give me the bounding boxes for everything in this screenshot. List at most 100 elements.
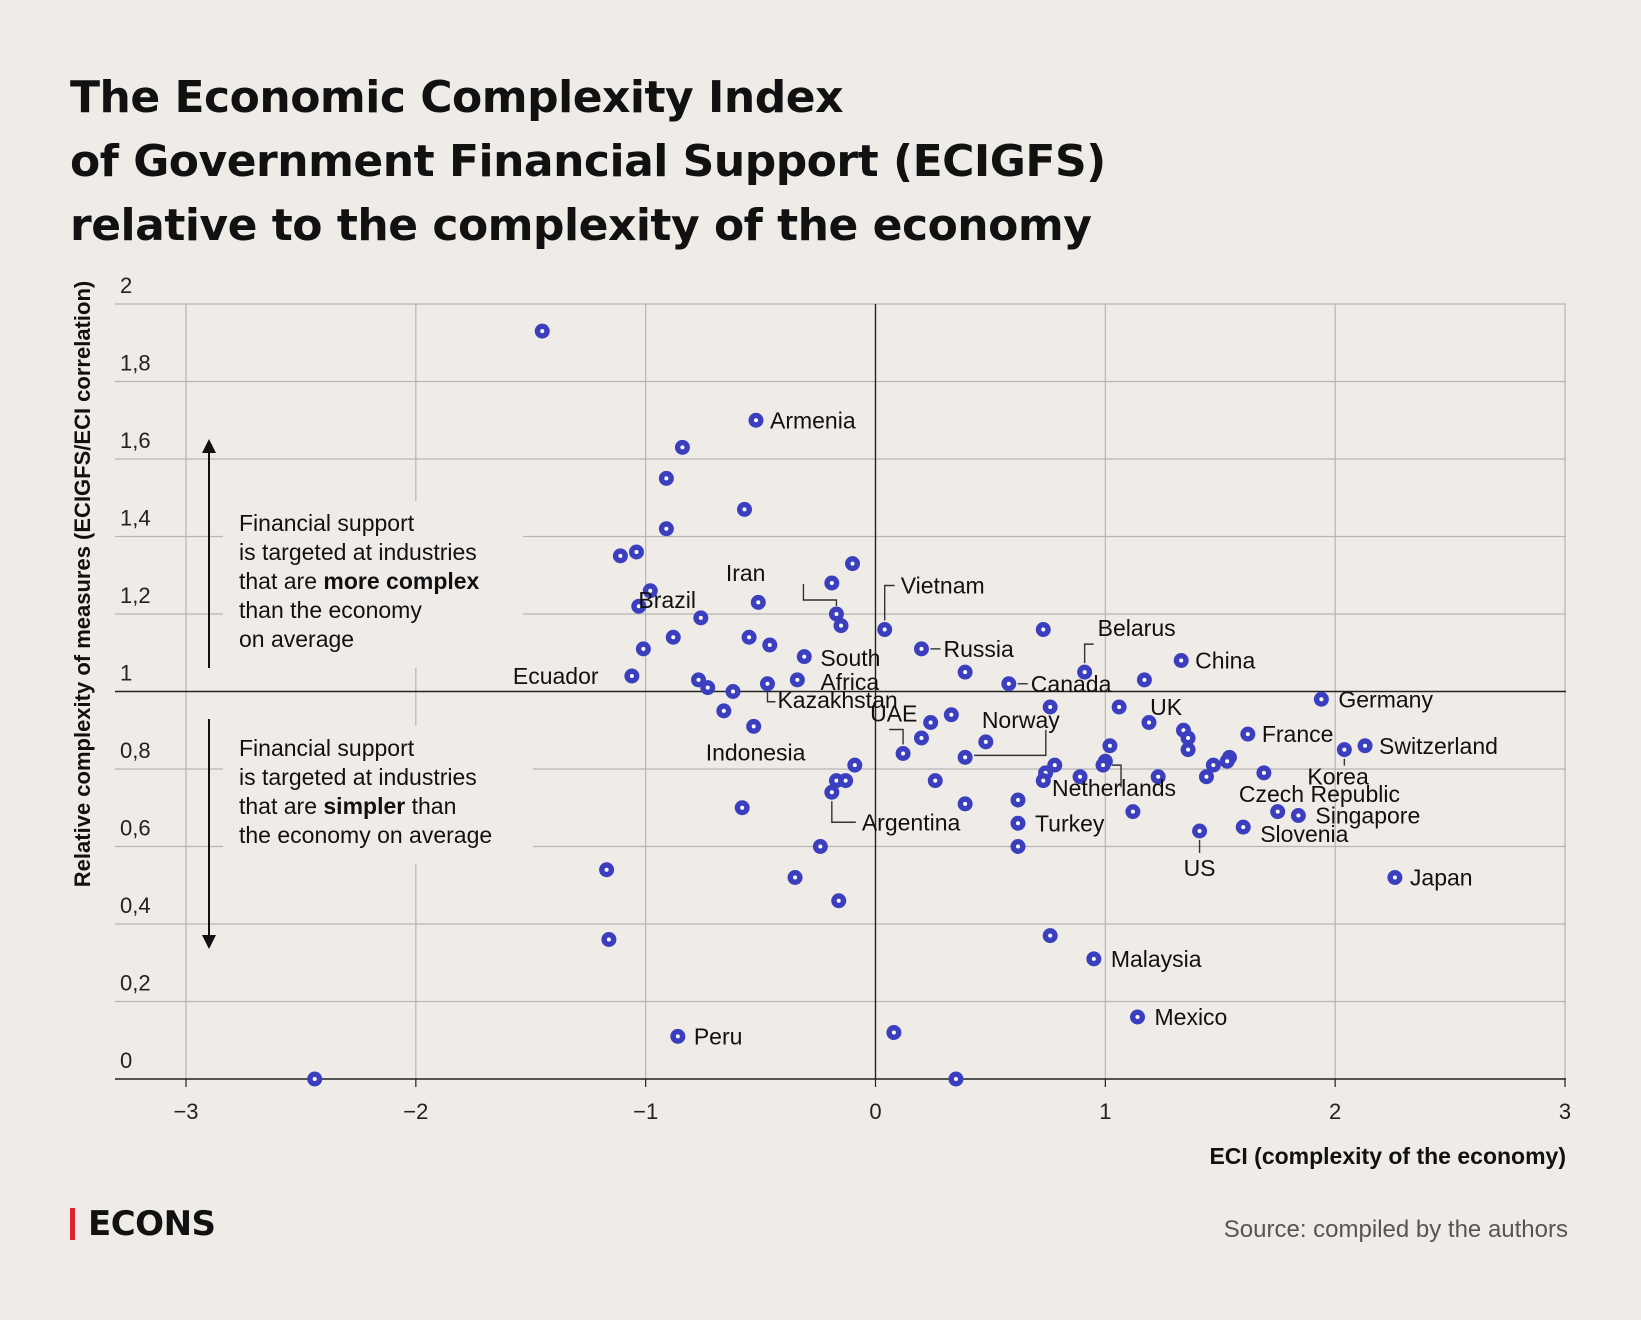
data-point-iran — [824, 575, 840, 591]
point-center — [767, 643, 772, 647]
data-point — [762, 637, 778, 653]
point-center — [1363, 743, 1368, 748]
y-tick-label: 0,8 — [120, 738, 151, 763]
data-point — [534, 323, 550, 339]
title-line-3: relative to the complexity of the econom… — [70, 200, 1092, 251]
point-center — [1015, 844, 1020, 849]
data-point — [307, 1071, 323, 1087]
data-point — [1042, 928, 1058, 944]
data-point-czech-republic — [1256, 765, 1272, 781]
point-center — [901, 751, 906, 756]
data-point — [948, 1071, 964, 1087]
point-center — [1015, 821, 1020, 826]
data-point-ecuador — [624, 668, 640, 684]
data-point — [725, 684, 741, 699]
data-point — [796, 649, 812, 665]
point-center — [629, 674, 634, 678]
data-point — [1205, 757, 1221, 773]
y-tick-label: 2 — [120, 273, 132, 298]
point-center — [795, 677, 800, 682]
data-point-slovenia — [1235, 819, 1251, 835]
point-center — [721, 708, 726, 713]
point-center — [834, 612, 839, 616]
data-point — [1180, 730, 1196, 746]
data-point — [812, 839, 828, 854]
annotation-upper-line: is targeted at industries — [239, 539, 477, 565]
data-point — [1141, 715, 1157, 730]
point-center — [1052, 763, 1057, 768]
data-point — [957, 664, 973, 680]
annotation-upper-line: Financial support — [239, 510, 415, 536]
label-leader-lines — [766, 584, 1346, 853]
point-center — [1130, 809, 1135, 814]
point-center — [696, 677, 701, 682]
point-label-turkey: Turkey — [1035, 810, 1105, 836]
data-point-norway — [978, 734, 994, 750]
point-label-south-africa: South Africa — [820, 645, 880, 695]
point-center — [963, 755, 968, 760]
point-center — [636, 604, 641, 609]
data-point — [1125, 804, 1141, 820]
point-center — [540, 329, 545, 334]
data-point — [658, 470, 674, 486]
data-point — [1035, 773, 1051, 789]
data-point — [665, 629, 681, 645]
data-point-switzerland — [1357, 738, 1373, 754]
point-center — [756, 600, 761, 605]
data-point-russia — [913, 641, 929, 657]
point-label-us: US — [1184, 855, 1216, 881]
point-label-switzerland: Switzerland — [1379, 733, 1498, 759]
point-center — [731, 689, 736, 694]
data-point — [700, 680, 716, 696]
annotations: Financial support is targeted at industri… — [202, 439, 533, 949]
data-point — [913, 730, 929, 746]
point-center — [793, 875, 798, 880]
point-center — [963, 801, 968, 806]
annotation-lower-line: Financial support — [239, 735, 415, 761]
data-point — [658, 521, 674, 537]
source-note: Source: compiled by the authors — [1223, 1216, 1568, 1243]
point-center — [740, 805, 745, 810]
data-point-singapore — [1290, 808, 1306, 823]
point-center — [834, 778, 839, 783]
point-center — [818, 844, 823, 849]
data-point-korea — [1336, 742, 1352, 758]
point-label-canada: Canada — [1031, 671, 1112, 697]
point-center — [1082, 670, 1087, 675]
y-tick-label: 0,2 — [120, 971, 151, 996]
point-center — [882, 627, 887, 632]
title-line-2: of Government Financial Support (ECIGFS) — [70, 136, 1106, 187]
data-point-uk — [1111, 699, 1127, 715]
data-point — [736, 501, 752, 517]
annotation-lower-backdrop — [223, 726, 533, 864]
point-center — [1147, 720, 1152, 725]
y-tick-label: 1,2 — [120, 583, 151, 608]
data-point — [847, 757, 863, 773]
data-point — [741, 629, 757, 645]
x-tick-label: 3 — [1559, 1099, 1571, 1124]
point-label-korea: Korea — [1307, 764, 1369, 790]
data-point — [833, 618, 849, 634]
point-center — [765, 681, 770, 686]
annotation-upper-line: than the economy — [239, 597, 422, 623]
point-center — [1245, 732, 1250, 737]
point-label-ecuador: Ecuador — [513, 663, 599, 689]
annotation-upper-backdrop — [223, 501, 523, 668]
x-axis-label: ECI (complexity of the economy) — [1209, 1143, 1566, 1169]
data-point — [674, 439, 690, 455]
point-center — [675, 1034, 680, 1039]
point-center — [1048, 705, 1053, 709]
title-line-1: The Economic Complexity Index — [70, 72, 843, 123]
point-center — [680, 445, 685, 450]
y-tick-label: 0,6 — [120, 816, 151, 841]
leader-norway — [974, 729, 1047, 757]
data-point — [716, 703, 732, 719]
point-label-uae: UAE — [870, 701, 917, 727]
data-point — [927, 773, 943, 789]
y-tick-labels: 0 0,2 0,4 0,6 0,8 1 1,2 1,4 1,6 1,8 2 — [120, 273, 151, 1073]
point-center — [753, 418, 758, 423]
chart-title: The Economic Complexity Index of Governm… — [70, 66, 1106, 258]
point-center — [705, 685, 710, 690]
data-point-mexico — [1130, 1009, 1146, 1025]
